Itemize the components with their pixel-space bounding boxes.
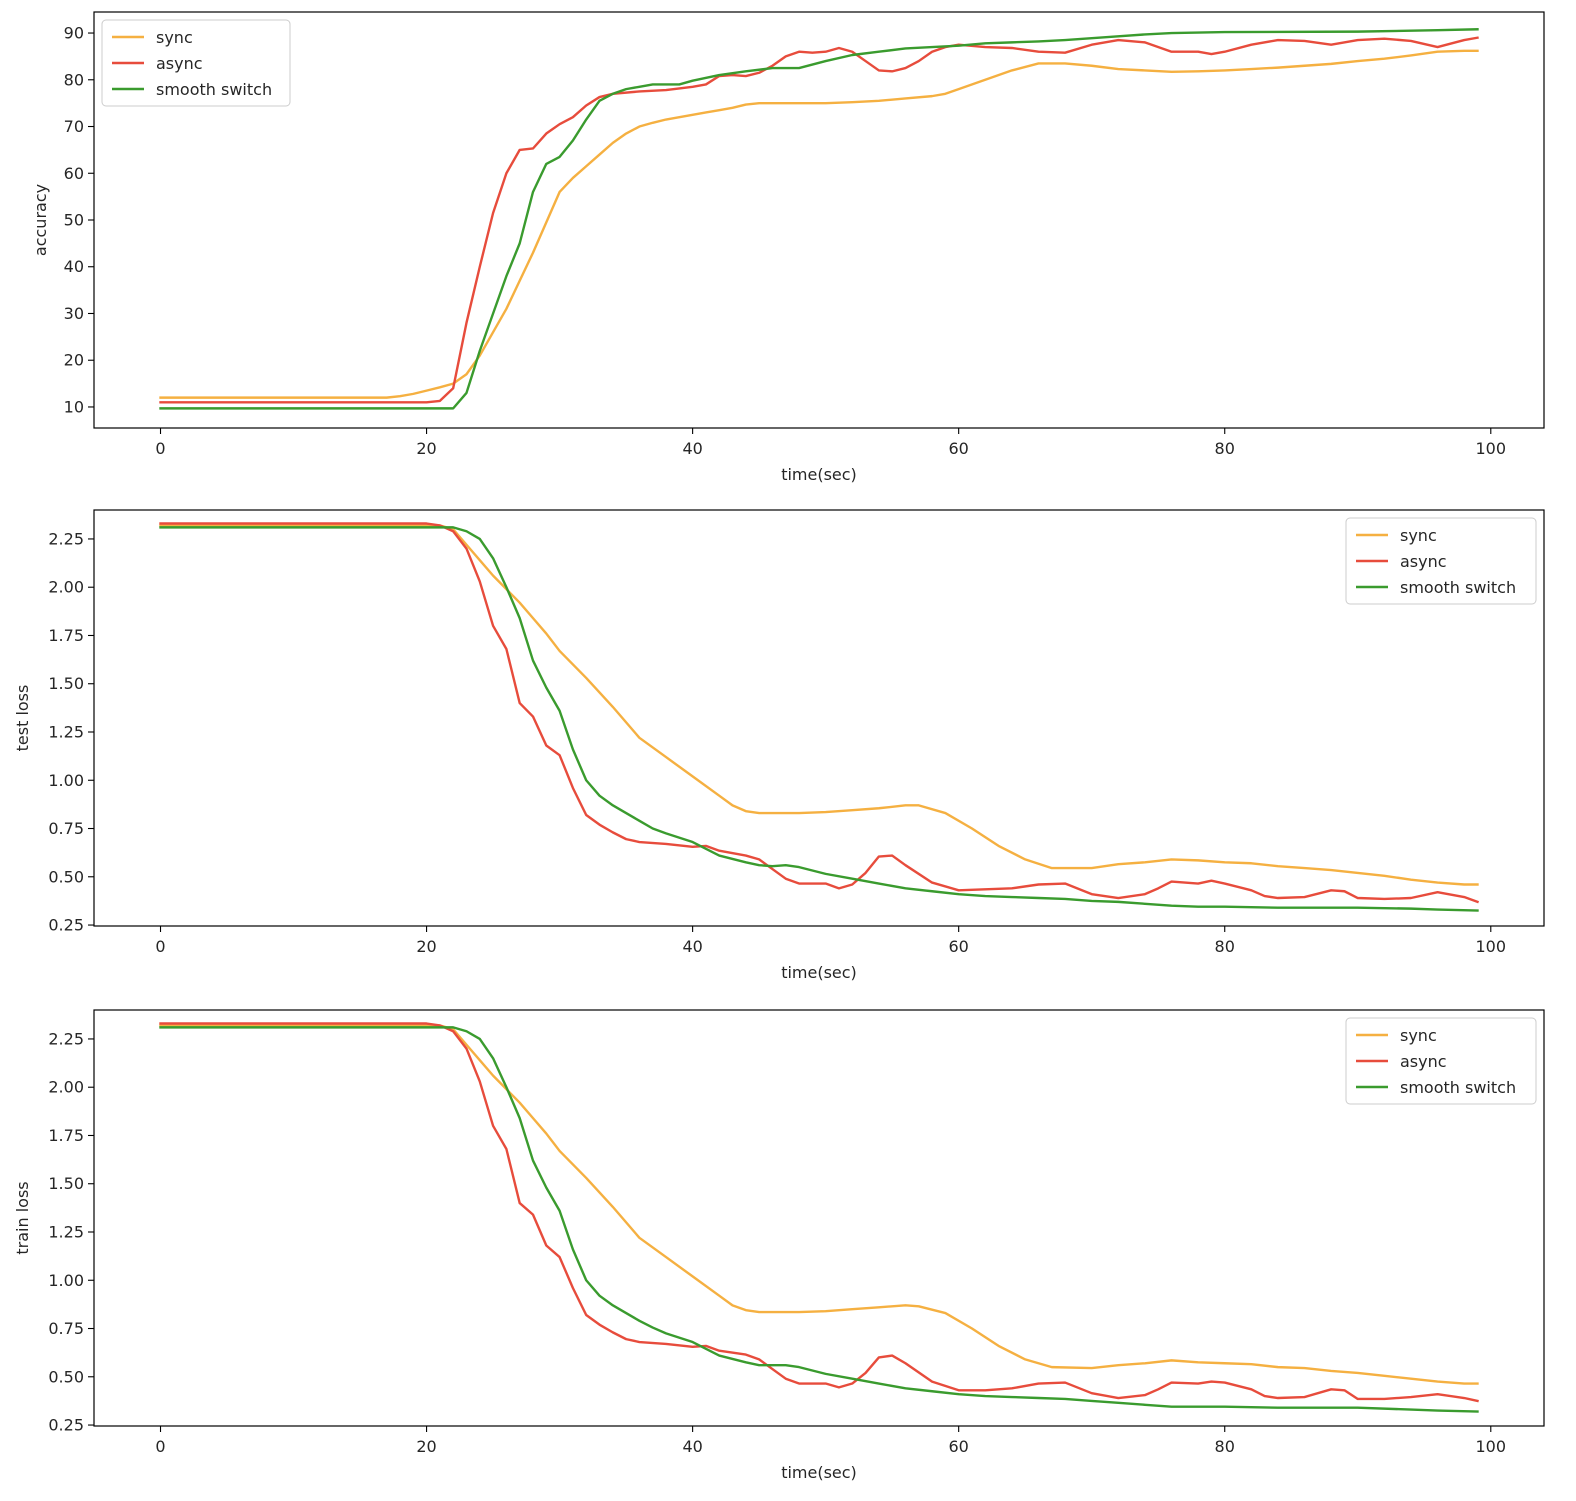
series-group <box>159 522 1480 912</box>
legend-label: sync <box>1400 526 1437 545</box>
series-group <box>159 1022 1479 1413</box>
chart-panel-3: 0 20 40 60 80 100 0.25 0.50 0.75 1.00 1.25 1.50 1.75… <box>13 1009 1545 1482</box>
y-tick-label: 60 <box>64 164 84 183</box>
y-tick-label: 2.00 <box>48 1078 84 1097</box>
x-tick-label: 40 <box>682 1437 702 1456</box>
axes-frame <box>93 509 1545 927</box>
y-tick-label: 0.50 <box>48 867 84 886</box>
y-tick-label: 1.75 <box>48 626 84 645</box>
y-axis-label: test loss <box>13 685 32 752</box>
y-tick-label: 2.25 <box>48 1029 84 1048</box>
y-axis-label: train loss <box>13 1181 32 1254</box>
y-tick-label: 50 <box>64 211 84 230</box>
x-tick-label: 0 <box>155 1437 165 1456</box>
x-tick-label: 80 <box>1215 439 1235 458</box>
y-tick-label: 0.25 <box>48 1416 84 1435</box>
y-tick-label: 1.50 <box>48 1174 84 1193</box>
y-tick-label: 1.25 <box>48 722 84 741</box>
legend-box <box>1345 517 1537 605</box>
series-line-smooth-switch <box>159 1026 1479 1413</box>
x-tick-label: 100 <box>1476 439 1507 458</box>
y-tick-label: 1.00 <box>48 771 84 790</box>
legend-label: sync <box>156 28 193 47</box>
series-line-async <box>159 1022 1479 1403</box>
y-axis-label: accuracy <box>31 184 50 256</box>
legend-label: smooth switch <box>1400 578 1516 597</box>
x-tick-label: 20 <box>416 1437 436 1456</box>
legend-label: async <box>1400 552 1447 571</box>
x-tick-label: 0 <box>155 439 165 458</box>
x-tick-label: 20 <box>416 937 436 956</box>
legend-label: sync <box>1400 1026 1437 1045</box>
x-tick-label: 100 <box>1476 1437 1507 1456</box>
legend-box <box>101 19 291 107</box>
chart-panel-1: 0 20 40 60 80 100 10 20 30 40 50 60 70 80 90 time(sec) a… <box>31 11 1545 484</box>
y-tick-label: 2.00 <box>48 578 84 597</box>
legend-box <box>1345 1017 1537 1105</box>
legend-label: async <box>156 54 203 73</box>
y-tick-label: 20 <box>64 351 84 370</box>
y-tick-label: 0.25 <box>48 916 84 935</box>
y-tick-label: 70 <box>64 117 84 136</box>
y-tick-label: 1.00 <box>48 1271 84 1290</box>
y-tick-label: 0.50 <box>48 1367 84 1386</box>
series-group <box>159 28 1479 410</box>
y-tick-label: 1.50 <box>48 674 84 693</box>
chart-panel-2: 0 20 40 60 80 100 0.25 0.50 0.75 1.00 1.25 1.50 1.75… <box>13 509 1545 982</box>
x-axis-label: time(sec) <box>781 963 857 982</box>
y-tick-label: 30 <box>64 304 84 323</box>
legend-label: smooth switch <box>156 80 272 99</box>
legend-label: async <box>1400 1052 1447 1071</box>
legend: sync async smooth switch <box>1345 1017 1537 1105</box>
legend: sync async smooth switch <box>101 19 291 107</box>
x-tick-label: 0 <box>155 937 165 956</box>
axes-frame <box>93 1009 1545 1427</box>
x-tick-label: 40 <box>682 937 702 956</box>
x-tick-label: 40 <box>682 439 702 458</box>
series-line-sync <box>159 524 1479 886</box>
x-axis-label: time(sec) <box>781 465 857 484</box>
x-tick-label: 60 <box>948 439 968 458</box>
x-tick-label: 80 <box>1215 937 1235 956</box>
legend-label: smooth switch <box>1400 1078 1516 1097</box>
y-tick-label: 2.25 <box>48 529 84 548</box>
series-line-sync <box>159 1024 1479 1385</box>
y-tick-label: 0.75 <box>48 819 84 838</box>
series-line-smooth-switch <box>159 526 1479 912</box>
series-line-smooth-switch <box>159 28 1479 410</box>
x-tick-label: 60 <box>948 1437 968 1456</box>
x-tick-label: 100 <box>1476 937 1507 956</box>
y-tick-label: 1.25 <box>48 1222 84 1241</box>
x-axis-label: time(sec) <box>781 1463 857 1482</box>
legend: sync async smooth switch <box>1345 517 1537 605</box>
y-tick-label: 1.75 <box>48 1126 84 1145</box>
x-tick-label: 80 <box>1215 1437 1235 1456</box>
y-tick-label: 90 <box>64 24 84 43</box>
x-tick-label: 60 <box>948 937 968 956</box>
y-tick-label: 40 <box>64 257 84 276</box>
x-tick-label: 20 <box>416 439 436 458</box>
series-line-sync <box>159 49 1479 399</box>
y-tick-label: 80 <box>64 70 84 89</box>
y-tick-label: 10 <box>64 397 84 416</box>
series-line-async <box>159 36 1479 404</box>
y-tick-label: 0.75 <box>48 1319 84 1338</box>
